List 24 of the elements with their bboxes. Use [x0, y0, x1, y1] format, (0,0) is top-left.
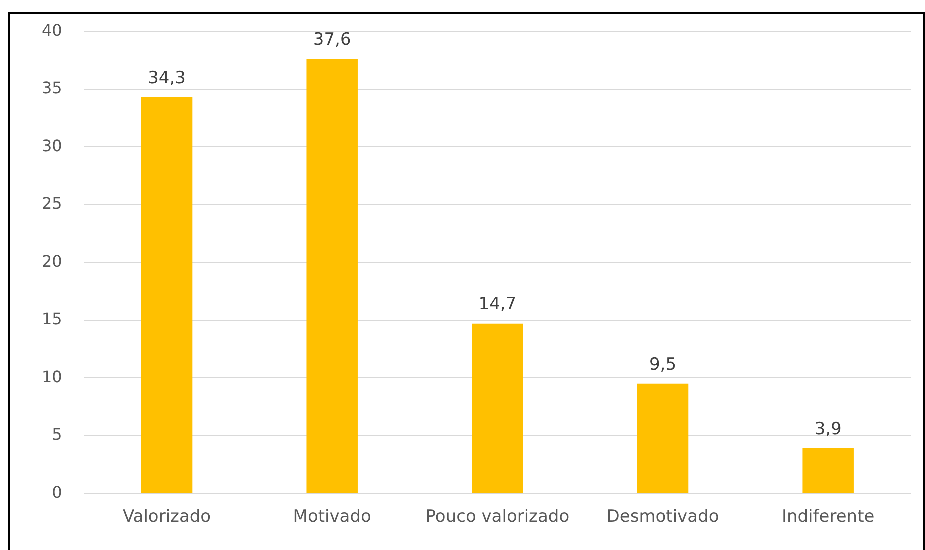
bar	[637, 384, 689, 494]
y-tick-label: 25	[42, 194, 62, 214]
bar	[472, 324, 524, 494]
data-label: 3,9	[814, 419, 842, 440]
y-tick-label: 20	[42, 252, 62, 271]
y-tick-label: 10	[42, 367, 62, 386]
y-tick-label: 5	[52, 425, 62, 444]
data-label: 14,7	[478, 294, 517, 315]
x-tick-label: Indiferente	[782, 507, 875, 528]
y-tick-label: 40	[42, 20, 62, 40]
y-tick-label: 15	[42, 310, 62, 329]
x-tick-label: Desmotivado	[606, 507, 720, 528]
y-tick-label: 35	[42, 78, 62, 98]
bar	[802, 448, 854, 494]
y-tick-label: 30	[42, 136, 62, 156]
data-label: 9,5	[649, 354, 677, 375]
data-label: 34,3	[148, 68, 186, 88]
x-tick-label: Motivado	[293, 507, 372, 528]
y-tick-label: 0	[52, 482, 62, 502]
bar	[306, 59, 358, 494]
bar	[141, 97, 193, 494]
x-tick-label: Pouco valorizado	[426, 507, 570, 528]
data-label: 37,6	[313, 30, 352, 50]
x-tick-label: Valorizado	[122, 507, 212, 528]
